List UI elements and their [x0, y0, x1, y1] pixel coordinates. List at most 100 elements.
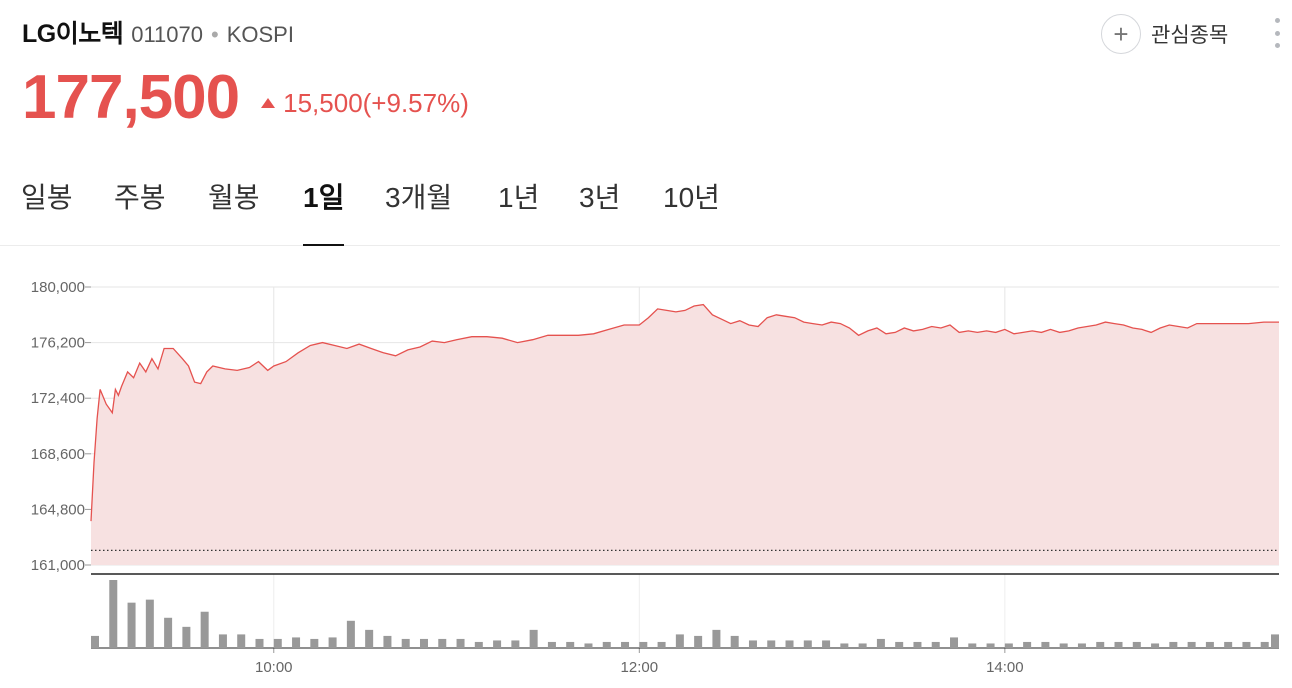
volume-bar [730, 635, 739, 648]
period-tabs: 일봉 주봉 월봉 1일 3개월 1년 3년 10년 [0, 170, 1280, 246]
volume-bar [1169, 641, 1178, 648]
volume-bar [657, 641, 666, 648]
tab-1day[interactable]: 1일 [303, 176, 345, 246]
tab-monthly[interactable]: 월봉 [208, 182, 260, 213]
volume-bar [767, 640, 776, 648]
y-tick-label: 180,000 [31, 279, 85, 296]
more-dot [1274, 30, 1280, 36]
change-value: 15,500(+9.57%) [283, 87, 469, 118]
tab-3years[interactable]: 3년 [579, 182, 621, 213]
y-tick-label: 161,000 [31, 557, 85, 574]
volume-bar [237, 634, 246, 648]
volume-bar [1096, 641, 1105, 648]
volume-bar [712, 629, 721, 648]
tab-3months[interactable]: 3개월 [385, 182, 453, 213]
volume-bar [986, 643, 995, 648]
separator-dot: • [211, 22, 219, 47]
tab-1year[interactable]: 1년 [498, 182, 540, 213]
market-name: KOSPI [226, 22, 294, 47]
volume-bar [1151, 643, 1160, 648]
y-tick-label: 168,600 [31, 446, 85, 463]
volume-bar [365, 629, 374, 648]
volume-bar [383, 635, 392, 648]
volume-bar [419, 638, 428, 648]
volume-bar [840, 643, 849, 648]
volume-bar [1260, 641, 1269, 648]
more-menu-icon[interactable] [1270, 18, 1284, 48]
stock-name: LG이노텍 [22, 20, 124, 48]
volume-bar [474, 641, 483, 648]
volume-bar [621, 641, 630, 648]
y-tick-label: 164,800 [31, 501, 85, 518]
volume-bar [218, 634, 227, 648]
volume-bar [109, 580, 118, 648]
favorite-label[interactable]: 관심종목 [1151, 24, 1229, 47]
volume-bar [1041, 641, 1050, 648]
x-tick-label: 12:00 [621, 659, 659, 676]
volume-bar [1004, 643, 1013, 648]
volume-bar [1242, 641, 1251, 648]
volume-bar [602, 641, 611, 648]
more-dot [1274, 18, 1280, 23]
volume-bar [1132, 641, 1141, 648]
volume-bar [493, 640, 502, 648]
volume-bar [694, 635, 703, 648]
volume-bar [1205, 641, 1214, 648]
volume-bar [1224, 641, 1233, 648]
y-tick-label: 176,200 [31, 335, 85, 352]
volume-bar [328, 637, 337, 648]
tab-weekly[interactable]: 주봉 [114, 182, 166, 213]
volume-bar [273, 638, 282, 648]
more-dot [1274, 43, 1280, 48]
volume-bar [1271, 634, 1279, 648]
price-change: 15,500(+9.57%) [261, 88, 469, 119]
volume-bar [310, 638, 319, 648]
price-row: 177,500 15,500(+9.57%) [22, 60, 469, 136]
volume-bar [1187, 641, 1196, 648]
volume-bar [803, 640, 812, 648]
volume-bar [566, 641, 575, 648]
add-favorite-button[interactable]: + 관심종목 [1101, 14, 1228, 54]
volume-bar [529, 629, 538, 648]
volume-bar [164, 617, 173, 648]
volume-bar [438, 638, 447, 648]
volume-bar [182, 626, 191, 648]
volume-bar [292, 637, 301, 648]
tab-10years[interactable]: 10년 [663, 182, 720, 213]
volume-bar [584, 643, 593, 648]
volume-bar [748, 640, 757, 648]
volume-bar [1077, 643, 1086, 648]
volume-bar [913, 641, 922, 648]
plus-icon[interactable]: + [1101, 14, 1141, 54]
price-area [91, 304, 1279, 565]
x-tick-label: 10:00 [255, 659, 293, 676]
volume-bar [876, 638, 885, 648]
tab-daily[interactable]: 일봉 [21, 182, 73, 213]
stock-header: LG이노텍 011070 • KOSPI [22, 14, 294, 54]
volume-bar [950, 637, 959, 648]
x-tick-label: 14:00 [986, 659, 1024, 676]
volume-bar [511, 640, 520, 648]
volume-bar [858, 643, 867, 648]
volume-bar [1059, 643, 1068, 648]
volume-bar [1023, 641, 1032, 648]
price-line [90, 303, 1279, 522]
volume-bar [785, 640, 794, 648]
volume-bar [401, 638, 410, 648]
volume-bar [255, 638, 264, 648]
volume-bar [145, 599, 154, 648]
volume-bar [346, 620, 355, 648]
volume-bar [675, 634, 684, 648]
stock-code: 011070 [131, 22, 203, 47]
up-arrow-icon [261, 98, 276, 108]
intraday-price-chart[interactable]: 180,000 176,200 172,400 168,600 164,800 161,0… [0, 260, 1292, 680]
volume-bar [547, 641, 556, 648]
volume-bar [127, 602, 136, 648]
volume-bar [822, 640, 831, 648]
volume-bar [639, 641, 648, 648]
y-tick-label: 172,400 [31, 390, 85, 407]
volume-bar [91, 635, 99, 648]
volume-bar [968, 643, 977, 648]
current-price: 177,500 [22, 63, 240, 132]
volume-bar [200, 611, 209, 648]
